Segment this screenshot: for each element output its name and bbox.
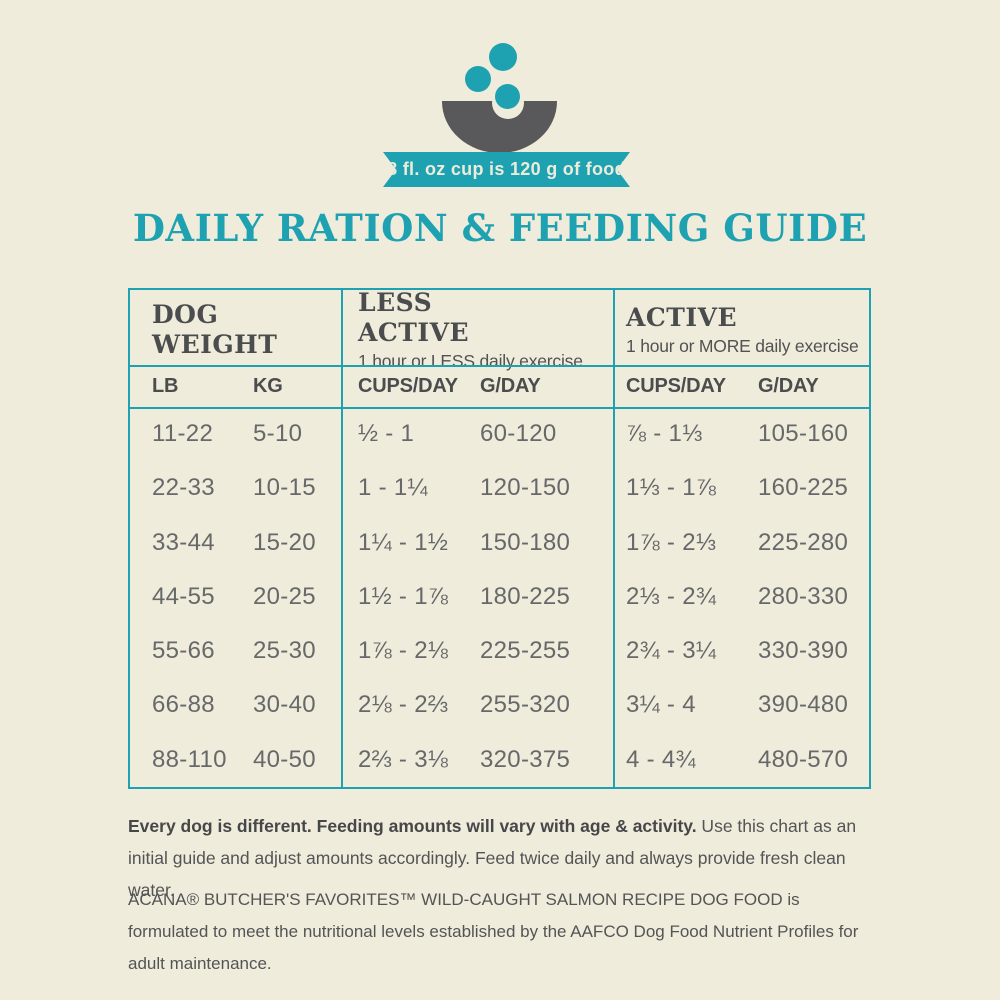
cell-less-g: 150-180: [480, 528, 571, 556]
cell-lb: 66-88: [152, 691, 215, 719]
cell-active-cups: 2⅓ - 2¾: [626, 582, 717, 610]
cell-kg: 30-40: [253, 691, 316, 719]
cell-lb: 22-33: [152, 474, 215, 502]
cell-lb: 44-55: [152, 582, 215, 610]
column-header-active-cups: CUPS/DAY: [626, 374, 726, 397]
column-group-dog-weight: DOG WEIGHT: [130, 290, 341, 365]
cell-less-cups: 2⅔ - 3⅛: [358, 745, 449, 773]
kibble-icon: [489, 43, 517, 71]
cell-less-g: 255-320: [480, 691, 571, 719]
cell-kg: 40-50: [253, 745, 316, 773]
cell-less-g: 120-150: [480, 474, 571, 502]
page-title: DAILY RATION & FEEDING GUIDE: [132, 206, 868, 250]
cell-lb: 11-22: [152, 420, 214, 448]
cup-measure-text: 8 fl. oz cup is 120 g of food: [387, 159, 626, 179]
cell-active-cups: 3¼ - 4: [626, 691, 696, 719]
cell-less-cups: 1 - 1¼: [358, 474, 428, 502]
group-title: DOG WEIGHT: [152, 299, 278, 359]
feeding-note-bold: Every dog is different. Feeding amounts …: [128, 816, 697, 836]
group-title: LESS ACTIVE: [358, 287, 470, 347]
cell-active-cups: ⅞ - 1⅓: [626, 420, 703, 448]
cell-less-g: 225-255: [480, 637, 571, 665]
group-title: ACTIVE: [626, 302, 738, 332]
cell-less-cups: 1¼ - 1½: [358, 528, 449, 556]
subheader-divider: [130, 407, 869, 409]
kibble-icon: [495, 84, 520, 109]
cell-less-cups: 1⅞ - 2⅛: [358, 637, 449, 665]
cell-active-g: 280-330: [758, 582, 849, 610]
cell-less-g: 320-375: [480, 745, 571, 773]
cell-less-g: 180-225: [480, 582, 571, 610]
column-header-active-g: G/DAY: [758, 374, 819, 397]
cell-lb: 88-110: [152, 745, 227, 773]
column-header-kg: KG: [253, 374, 283, 397]
cell-active-cups: 1⅓ - 1⅞: [626, 474, 717, 502]
header-divider: [130, 365, 869, 367]
cell-lb: 55-66: [152, 637, 215, 665]
column-header-less-g: G/DAY: [480, 374, 541, 397]
cell-active-cups: 1⅞ - 2⅓: [626, 528, 717, 556]
feeding-note-rest: Use this chart as an initial guide and a…: [128, 816, 857, 900]
cell-less-cups: 1½ - 1⅞: [358, 582, 449, 610]
cell-active-g: 105-160: [758, 420, 849, 448]
column-divider: [613, 290, 615, 787]
cell-active-g: 330-390: [758, 637, 849, 665]
column-divider: [341, 290, 343, 787]
cell-active-g: 160-225: [758, 474, 849, 502]
cell-active-g: 225-280: [758, 528, 849, 556]
cell-active-cups: 2¾ - 3¼: [626, 637, 717, 665]
aafco-statement: ACANA® BUTCHER'S FAVORITES™ WILD-CAUGHT …: [128, 890, 859, 973]
cell-kg: 25-30: [253, 637, 316, 665]
kibble-icon: [465, 66, 491, 92]
cell-kg: 20-25: [253, 582, 316, 610]
cell-active-g: 390-480: [758, 691, 849, 719]
cell-kg: 10-15: [253, 474, 316, 502]
column-group-less-active: LESS ACTIVE 1 hour or LESS daily exercis…: [341, 287, 613, 371]
feeding-table: DOG WEIGHT LESS ACTIVE 1 hour or LESS da…: [128, 288, 871, 789]
cup-measure-ribbon: 8 fl. oz cup is 120 g of food: [383, 152, 630, 187]
cell-less-g: 60-120: [480, 420, 557, 448]
cell-active-cups: 4 - 4¾: [626, 745, 696, 773]
column-header-lb: LB: [152, 374, 179, 397]
cell-lb: 33-44: [152, 528, 215, 556]
column-group-active: ACTIVE 1 hour or MORE daily exercise: [613, 290, 869, 365]
feeding-note: Every dog is different. Feeding amounts …: [128, 810, 870, 906]
group-subtitle: 1 hour or MORE daily exercise: [626, 335, 859, 356]
cell-less-cups: ½ - 1: [358, 420, 415, 448]
column-header-less-cups: CUPS/DAY: [358, 374, 458, 397]
cell-less-cups: 2⅛ - 2⅔: [358, 691, 449, 719]
cell-kg: 5-10: [253, 420, 303, 448]
cell-active-g: 480-570: [758, 745, 849, 773]
cell-kg: 15-20: [253, 528, 316, 556]
